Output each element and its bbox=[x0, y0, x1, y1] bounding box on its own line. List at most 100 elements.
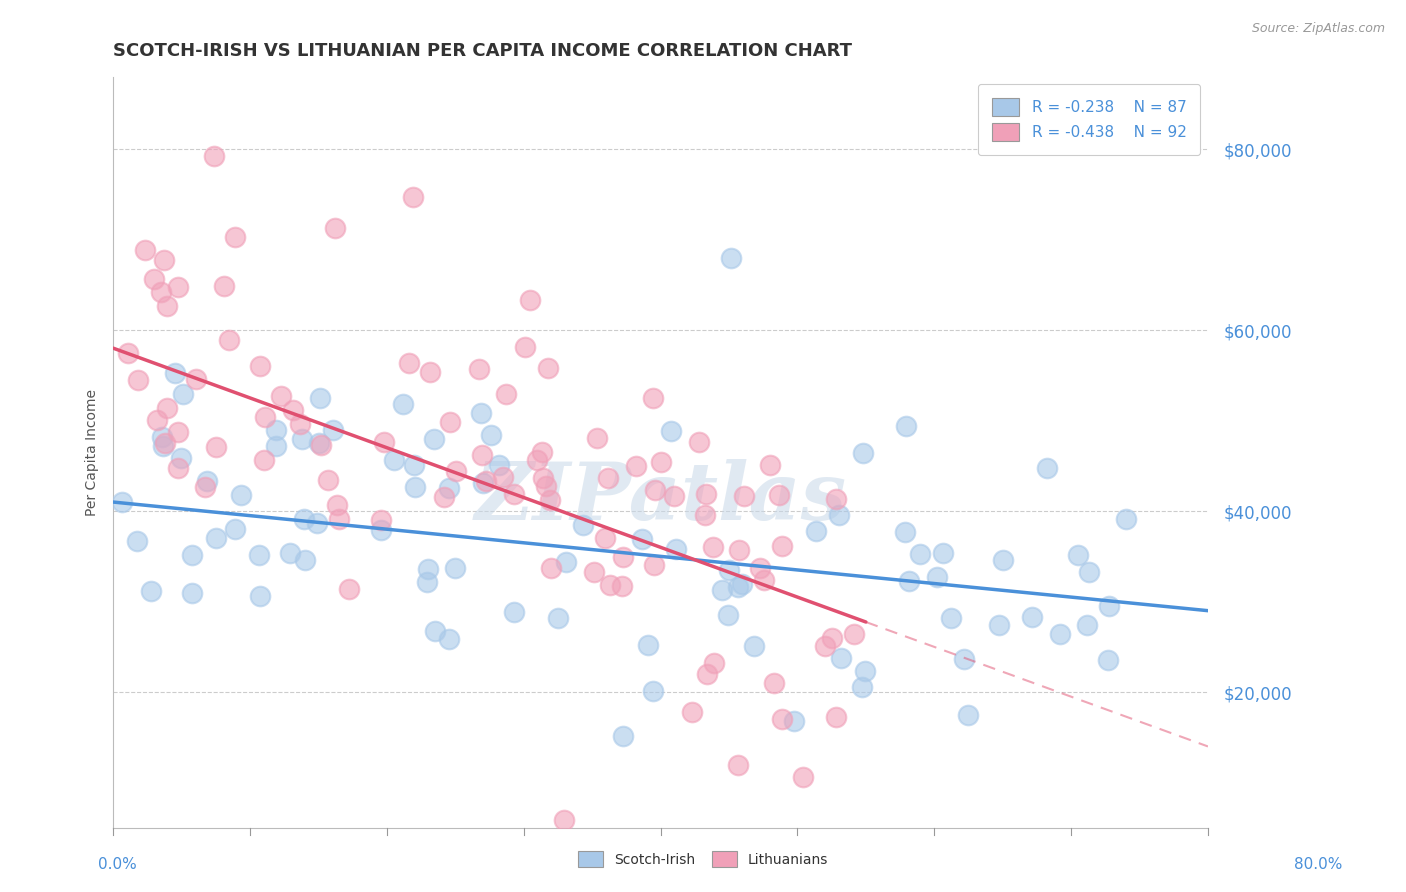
Point bbox=[433, 490, 456, 504]
Point bbox=[825, 709, 848, 723]
Point bbox=[166, 280, 188, 294]
Point bbox=[172, 386, 194, 401]
Point bbox=[851, 680, 873, 694]
Point bbox=[1076, 618, 1098, 632]
Point bbox=[495, 387, 517, 401]
Point bbox=[323, 221, 346, 235]
Point bbox=[479, 427, 502, 442]
Point bbox=[291, 432, 314, 446]
Point bbox=[991, 552, 1014, 566]
Point bbox=[294, 553, 316, 567]
Point bbox=[1021, 609, 1043, 624]
Point bbox=[820, 632, 842, 646]
Point bbox=[702, 540, 724, 554]
Point bbox=[720, 251, 742, 265]
Point bbox=[249, 590, 271, 604]
Point bbox=[711, 583, 734, 598]
Point bbox=[326, 498, 349, 512]
Point bbox=[149, 285, 172, 300]
Point bbox=[283, 402, 305, 417]
Point bbox=[519, 293, 541, 307]
Point bbox=[125, 533, 148, 548]
Point bbox=[752, 573, 775, 587]
Point bbox=[322, 423, 344, 437]
Point bbox=[688, 435, 710, 450]
Point bbox=[612, 549, 634, 564]
Point bbox=[370, 513, 392, 527]
Point bbox=[264, 439, 287, 453]
Point bbox=[419, 366, 441, 380]
Point bbox=[770, 712, 793, 726]
Point bbox=[742, 639, 765, 653]
Point bbox=[953, 652, 976, 666]
Y-axis label: Per Capita Income: Per Capita Income bbox=[86, 389, 100, 516]
Point bbox=[180, 585, 202, 599]
Point bbox=[1097, 653, 1119, 667]
Point bbox=[1115, 512, 1137, 526]
Point bbox=[814, 639, 837, 653]
Point bbox=[416, 562, 439, 576]
Point bbox=[423, 624, 446, 638]
Point bbox=[664, 541, 686, 556]
Point bbox=[727, 580, 749, 594]
Point bbox=[643, 558, 665, 573]
Legend: Scotch-Irish, Lithuanians: Scotch-Irish, Lithuanians bbox=[571, 845, 835, 874]
Point bbox=[792, 770, 814, 784]
Point bbox=[139, 584, 162, 599]
Point bbox=[828, 508, 851, 523]
Point bbox=[195, 474, 218, 488]
Point bbox=[502, 487, 524, 501]
Point bbox=[337, 582, 360, 596]
Point bbox=[170, 451, 193, 466]
Point bbox=[898, 574, 921, 588]
Point bbox=[538, 493, 561, 508]
Point bbox=[662, 489, 685, 503]
Point bbox=[536, 361, 558, 376]
Point bbox=[110, 495, 132, 509]
Point bbox=[582, 565, 605, 579]
Point bbox=[637, 638, 659, 652]
Point bbox=[770, 539, 793, 553]
Point bbox=[488, 458, 510, 472]
Point bbox=[693, 508, 716, 522]
Point bbox=[205, 440, 228, 454]
Point bbox=[416, 574, 439, 589]
Point bbox=[534, 479, 557, 493]
Point bbox=[143, 271, 166, 285]
Point bbox=[152, 439, 174, 453]
Point bbox=[759, 458, 782, 472]
Point bbox=[443, 561, 465, 575]
Point bbox=[598, 471, 620, 485]
Point bbox=[731, 576, 754, 591]
Point bbox=[308, 436, 330, 450]
Point bbox=[402, 458, 425, 472]
Point bbox=[932, 546, 955, 560]
Point bbox=[853, 664, 876, 678]
Point bbox=[153, 253, 176, 268]
Point bbox=[224, 230, 246, 244]
Point bbox=[717, 563, 740, 577]
Point bbox=[253, 452, 276, 467]
Point bbox=[748, 560, 770, 574]
Point bbox=[585, 431, 607, 445]
Point bbox=[181, 548, 204, 562]
Point bbox=[531, 471, 554, 485]
Point bbox=[540, 561, 562, 575]
Point bbox=[957, 708, 980, 723]
Point bbox=[392, 397, 415, 411]
Point bbox=[988, 618, 1011, 632]
Point bbox=[437, 632, 460, 647]
Point bbox=[908, 547, 931, 561]
Point bbox=[470, 406, 492, 420]
Point bbox=[599, 578, 621, 592]
Legend: R = -0.238    N = 87, R = -0.438    N = 92: R = -0.238 N = 87, R = -0.438 N = 92 bbox=[979, 84, 1201, 154]
Point bbox=[309, 438, 332, 452]
Point bbox=[644, 483, 666, 497]
Point bbox=[439, 415, 461, 429]
Point bbox=[894, 525, 917, 540]
Point bbox=[703, 656, 725, 670]
Point bbox=[641, 684, 664, 698]
Point bbox=[270, 389, 292, 403]
Point bbox=[530, 444, 553, 458]
Text: 80.0%: 80.0% bbox=[1295, 857, 1343, 872]
